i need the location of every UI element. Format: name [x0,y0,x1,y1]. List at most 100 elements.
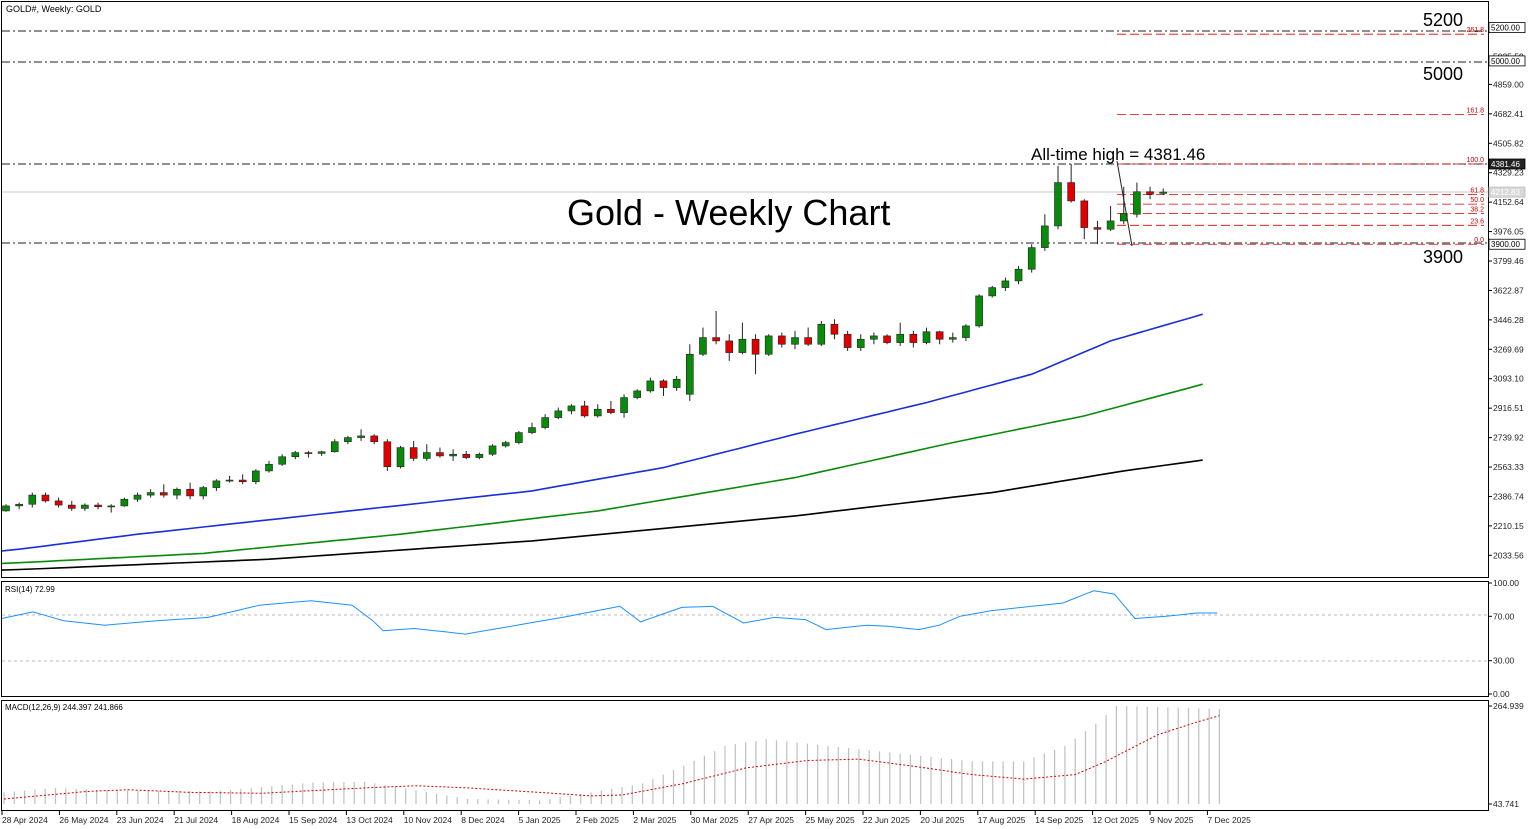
candle-body [1146,191,1154,195]
fibonacci-retracement[interactable]: 261.8 161.8 100.0 61.8 50.0 38.2 23.6 0.0 [1117,27,1484,245]
ma-blue-line [1,313,1203,552]
time-axis: 28 Apr 2024 26 May 2024 23 Jun 2024 21 Jul … [1,811,1251,825]
candle-body [278,456,286,465]
candle [344,435,352,445]
candle-body [1133,191,1141,215]
ma-green-line [1,383,1203,565]
candle-body [1093,227,1102,230]
candle [278,454,286,466]
candle-body [475,453,484,458]
candle [265,460,273,473]
candle [396,445,405,469]
candle-body [1054,182,1062,227]
candle-body [1159,191,1167,194]
candle [107,504,115,513]
level-5200-label: 5200 [1423,10,1463,30]
time-tick-label: 9 Nov 2025 [1150,815,1194,825]
fib-label: 23.6 [1470,218,1484,225]
candle [28,492,37,508]
candle [948,332,957,343]
candle [81,503,89,511]
candle [383,439,392,471]
candle-body [396,447,405,468]
candle-body [672,378,681,388]
price-tick-label: 3269.69 [1493,344,1524,354]
candle [699,327,707,356]
candle-body [238,479,247,483]
candle-body [817,323,826,345]
candle [804,327,812,346]
level-3900-label: 3900 [1423,247,1463,267]
candle-body [856,338,865,348]
candle [909,330,918,348]
candle-body [646,380,655,392]
candle [1041,214,1049,251]
candle-body [488,445,497,455]
candle [738,322,747,355]
candle [357,429,365,441]
candle-body [317,451,326,454]
price-axis: 5025.594859.004682.414505.824329.234152.… [1488,52,1524,560]
candle [856,334,865,351]
candle-body [133,494,142,500]
candle-body [1001,280,1010,288]
candle-body [554,410,563,418]
candle [843,330,852,351]
rsi-panel-frame [1,581,1489,697]
candle-body [436,452,444,457]
price-box [1488,158,1526,170]
price-tick-label: 4152.64 [1493,197,1524,207]
candle [672,375,681,391]
price-tick-label: 4329.23 [1493,168,1524,178]
candle-body [304,452,313,454]
candle [146,489,155,498]
candle-body [922,331,931,343]
price-tick-label: 3799.46 [1493,256,1524,266]
time-tick-label: 2 Mar 2025 [633,815,676,825]
time-tick-label: 5 Jan 2025 [519,815,561,825]
candle-body [804,337,812,345]
candle [685,344,694,401]
candle-body [81,504,89,509]
rsi-line [1,590,1218,635]
candle-body [291,452,300,458]
candle-body [2,505,10,512]
candle [370,434,379,445]
candle-body [1041,225,1049,248]
candle-body [501,442,510,447]
candle-body [948,337,957,340]
price-box [1488,22,1526,33]
ath-arrow [1116,160,1133,247]
time-tick-label: 2 Feb 2025 [576,815,619,825]
candle-body [1067,182,1075,202]
time-tick-label: 23 Jun 2024 [117,815,164,825]
candle-body [567,405,576,412]
candle-body [712,337,720,342]
candle-body [528,427,536,433]
candle-body [160,492,168,496]
candle-body [41,494,50,502]
price-tick-label: 3093.10 [1493,374,1524,384]
candle [830,319,839,340]
ath-label: All-time high = 4381.46 [1031,145,1205,164]
candle-body [344,437,352,443]
time-tick-label: 28 Apr 2024 [2,815,48,825]
candle [607,400,615,415]
candle [199,485,208,500]
candle-body [330,441,339,453]
candle-body [120,498,129,507]
candle [238,474,247,485]
candle-body [1014,268,1023,282]
candle [330,439,339,453]
price-box-label: 4381.46 [1491,160,1520,169]
candle-body [199,487,208,497]
price-tick-label: 2033.56 [1493,550,1524,560]
candle-body [843,333,852,348]
time-tick-label: 8 Dec 2024 [461,815,505,825]
price-box-label: 5200.00 [1491,24,1520,33]
fib-label: 161.8 [1466,107,1484,114]
candle [1080,199,1089,240]
time-tick-label: 10 Nov 2024 [404,815,452,825]
